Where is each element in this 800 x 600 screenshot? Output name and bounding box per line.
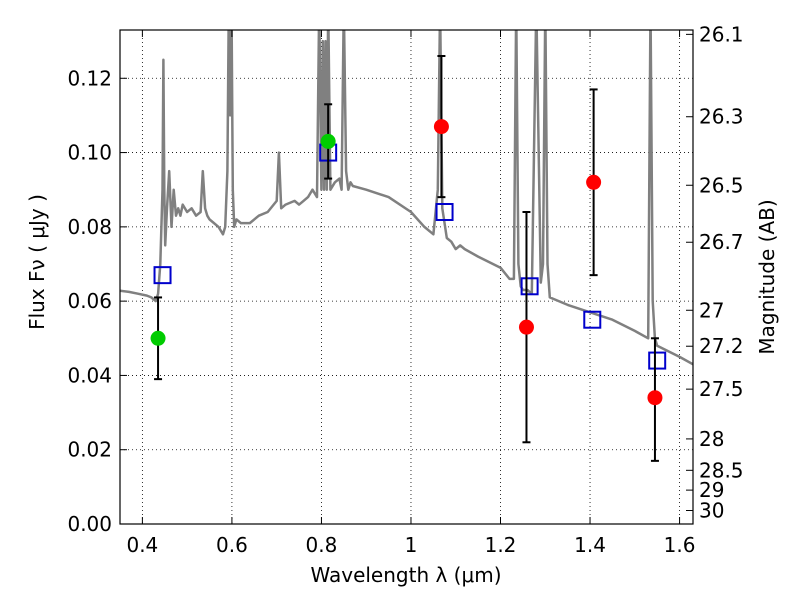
y-tick-label: 0.00: [67, 512, 112, 536]
model-spectrum-line: [120, 30, 693, 366]
axes-frame: [119, 29, 694, 525]
x-tick-label: 0.6: [216, 533, 248, 557]
observed-flux-point: [518, 319, 534, 335]
right-tick-label: 28.5: [699, 458, 744, 482]
right-tick-label: 27.2: [699, 334, 744, 358]
model-photometry-square: [583, 310, 602, 329]
observed-flux-point: [586, 174, 602, 190]
model-photometry-square: [435, 203, 454, 221]
y-tick-label: 0.12: [67, 66, 112, 90]
x-tick-label: 0.8: [306, 533, 338, 557]
y-tick-label: 0.10: [67, 141, 112, 165]
right-tick-label: 30: [699, 499, 724, 523]
right-tick-label: 27: [699, 298, 724, 322]
observed-flux-point: [320, 133, 336, 149]
right-tick-label: 29: [699, 478, 724, 502]
plot-frame: [119, 29, 694, 525]
right-tick-label: 27.5: [699, 377, 744, 401]
y-axis-label: Flux Fν ( μJy ): [25, 194, 49, 330]
right-axis-label: Magnitude (AB): [755, 199, 779, 354]
axis-ticks: 0.4 0.6 0.8 1 1.2 1.4 1.6 0.00 0.02 0.04 0.06 0.08 0…: [67, 22, 743, 557]
right-tick-label: 28: [699, 427, 724, 451]
grid-lines: [120, 30, 693, 525]
y-tick-label: 0.08: [67, 215, 112, 239]
y-tick-label: 0.06: [67, 289, 112, 313]
observed-flux-point: [433, 119, 449, 135]
model-photometry-square: [648, 351, 667, 370]
plot-area: [120, 30, 693, 462]
right-tick-label: 26.3: [699, 105, 744, 129]
y-tick-label: 0.04: [67, 363, 112, 387]
x-tick-label: 1.4: [574, 533, 606, 557]
right-tick-label: 26.5: [699, 173, 744, 197]
x-tick-label: 1.6: [664, 533, 696, 557]
right-tick-label: 26.1: [699, 22, 744, 46]
x-tick-label: 1.2: [485, 533, 517, 557]
y-tick-label: 0.02: [67, 438, 112, 462]
x-tick-label: 1: [405, 533, 418, 557]
observed-flux-point: [647, 390, 663, 406]
x-axis-label: Wavelength λ (μm): [310, 563, 501, 587]
model-photometry-square: [520, 277, 539, 296]
right-tick-label: 26.7: [699, 230, 744, 254]
x-tick-label: 0.4: [126, 533, 158, 557]
observed-flux-point: [150, 330, 166, 346]
model-photometry-square: [153, 266, 172, 285]
